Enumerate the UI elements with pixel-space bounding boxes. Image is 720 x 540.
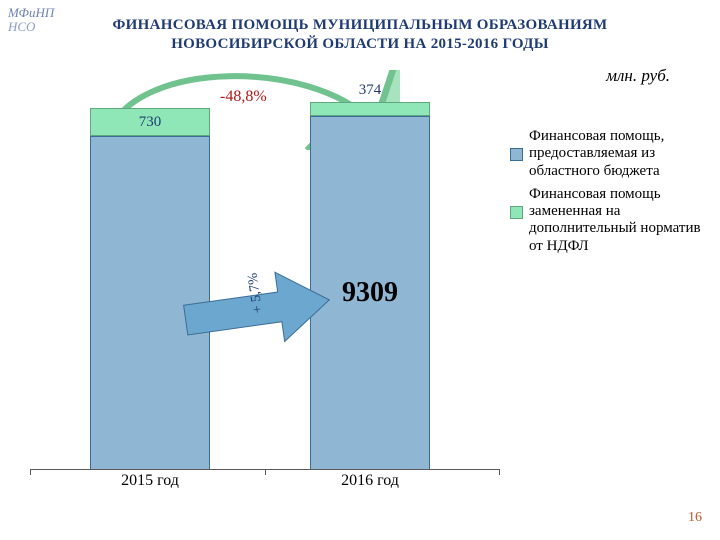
top-pct-label: -48,8% [220,88,267,106]
page-number: 16 [688,510,702,526]
bar-2015-top-value: 730 [90,114,210,131]
page-title: ФИНАНСОВАЯ ПОМОЩЬ МУНИЦИПАЛЬНЫМ ОБРАЗОВА… [0,16,720,54]
legend-item: Финансовая помощь замененная на дополнит… [510,186,710,255]
legend-swatch-top [510,206,523,219]
units-label: млн. руб. [606,66,670,86]
bar-2016-top-segment [310,102,430,116]
legend-label-top: Финансовая помощь замененная на дополнит… [529,186,710,255]
legend-item: Финансовая помощь, предоставляемая из об… [510,128,710,180]
title-line2: НОВОСИБИРСКОЙ ОБЛАСТИ НА 2015-2016 ГОДЫ [171,36,549,52]
x-labels: 2015 год 2016 год [30,472,500,494]
xlabel-2015: 2015 год [121,472,179,490]
legend-swatch-main [510,148,523,161]
legend-label-main: Финансовая помощь, предоставляемая из об… [529,128,710,180]
xlabel-2016: 2016 год [341,472,399,490]
chart: 730 374 9309 + 5,7% -48,8% 2015 год 2016… [30,90,500,490]
bar-2016-top-value: 374 [310,82,430,99]
chart-plot: 730 374 9309 + 5,7% -48,8% 2015 год 2016… [30,90,500,470]
title-line1: ФИНАНСОВАЯ ПОМОЩЬ МУНИЦИПАЛЬНЫМ ОБРАЗОВА… [112,17,607,33]
legend: Финансовая помощь, предоставляемая из об… [510,128,710,261]
